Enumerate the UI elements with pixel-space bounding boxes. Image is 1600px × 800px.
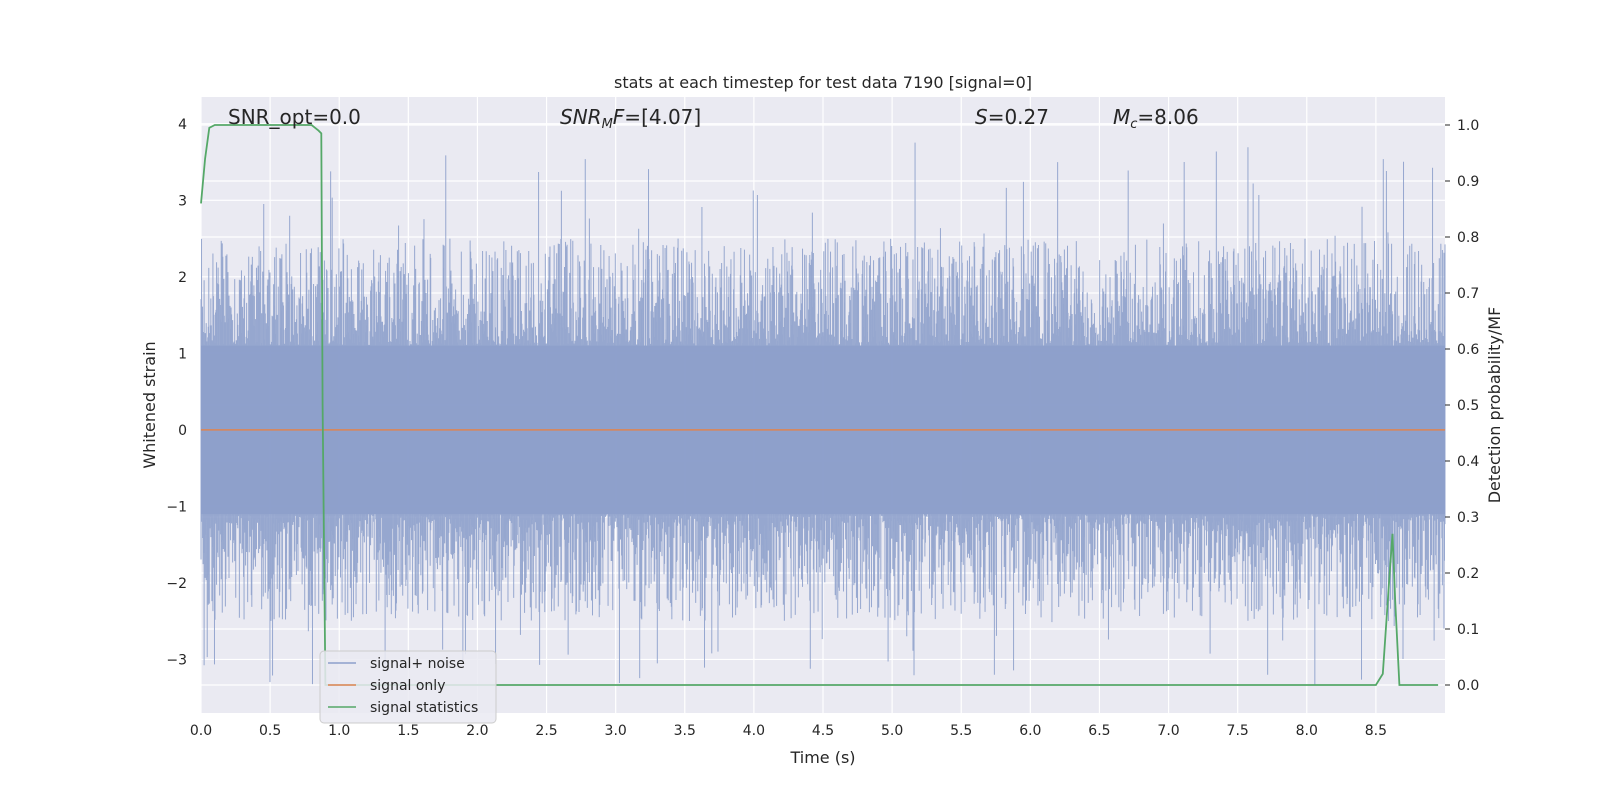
annotation-mc-value: =8.06 [1137,105,1198,129]
x-axis-label: Time (s) [789,748,855,767]
x-tick-label: 0.0 [190,723,212,739]
x-tick-label: 6.5 [1088,723,1110,739]
legend-label-signal-statistics: signal statistics [370,700,478,716]
annotation-mc: Mc=8.06 [1113,105,1199,132]
legend: signal+ noise signal only signal statist… [319,650,497,724]
y-right-tick-label: 0.1 [1457,622,1479,638]
annotation-snr-opt: SNR_opt=0.0 [228,105,361,129]
x-tick-label: 1.0 [328,723,350,739]
y-right-tick-label: 0.8 [1457,230,1479,246]
y-right-tick-label: 1.0 [1457,118,1479,134]
x-tick-label: 1.5 [397,723,419,739]
y-right-axis-ticks: 0.0 0.1 0.2 0.3 0.4 0.5 0.6 0.7 0.8 0.9 1.0 [1445,118,1479,694]
legend-box [319,650,497,724]
x-tick-label: 4.5 [812,723,834,739]
y-left-tick-label: −3 [166,652,187,668]
x-tick-label: 8.0 [1296,723,1318,739]
annotation-s-value: =0.27 [988,105,1049,129]
x-tick-label: 0.5 [259,723,281,739]
x-tick-label: 3.0 [605,723,627,739]
x-tick-label: 7.0 [1157,723,1179,739]
x-tick-label: 2.0 [466,723,488,739]
y-right-tick-label: 0.3 [1457,510,1479,526]
y-left-tick-label: 4 [178,117,187,133]
y-right-tick-label: 0.0 [1457,678,1479,694]
x-tick-label: 3.5 [674,723,696,739]
y-left-tick-label: 3 [178,193,187,209]
x-axis-ticks: 0.0 0.5 1.0 1.5 2.0 2.5 3.0 3.5 4.0 4.5 5.0 5.5 6.0 6… [190,723,1387,739]
x-tick-label: 5.0 [881,723,903,739]
y-right-axis-label: Detection probability/MF [1485,307,1504,504]
y-right-tick-label: 0.2 [1457,566,1479,582]
y-right-tick-label: 0.9 [1457,174,1479,190]
y-left-tick-label: −1 [166,499,187,515]
x-tick-label: 6.0 [1019,723,1041,739]
x-tick-label: 8.5 [1365,723,1387,739]
x-tick-label: 5.5 [950,723,972,739]
y-left-axis-ticks: −3 −2 −1 0 1 2 3 4 [166,117,187,669]
annotation-s: S=0.27 [975,105,1049,129]
annotation-snr-mf-value: [4.07] [641,105,701,129]
y-left-axis-label: Whitened strain [140,341,159,468]
legend-label-signal-only: signal only [370,678,445,694]
y-left-tick-label: 2 [178,270,187,286]
annotation-snr-mf: SNRMF=[4.07] [560,105,701,132]
y-right-tick-label: 0.4 [1457,454,1479,470]
y-left-tick-label: −2 [166,576,187,592]
y-right-tick-label: 0.7 [1457,286,1479,302]
y-right-tick-label: 0.6 [1457,342,1479,358]
chart-title: stats at each timestep for test data 719… [614,73,1032,92]
y-left-tick-label: 1 [178,346,187,362]
x-tick-label: 2.5 [535,723,557,739]
y-right-tick-label: 0.5 [1457,398,1479,414]
legend-label-signal-noise: signal+ noise [370,656,465,672]
y-left-tick-label: 0 [178,423,187,439]
x-tick-label: 7.5 [1227,723,1249,739]
x-tick-label: 4.0 [743,723,765,739]
